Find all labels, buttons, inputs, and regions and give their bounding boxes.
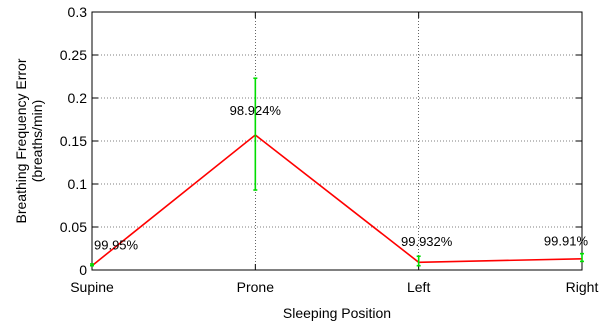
error-bar — [580, 252, 584, 263]
y-tick-label: 0.25 — [60, 47, 87, 63]
y-axis-title: Breathing Frequency Error (breaths/min) — [13, 58, 45, 223]
y-tick-label: 0.2 — [68, 90, 88, 106]
y-tick-label: 0.15 — [60, 133, 87, 149]
x-tick-label: Prone — [237, 279, 275, 295]
axis-ticks: 0 0.05 0.1 0.15 0.2 0.25 0.3 Supine Prone Left Rig… — [60, 4, 599, 295]
plot-area-frame — [91, 11, 583, 271]
error-bar — [90, 263, 94, 267]
series-line — [91, 133, 583, 267]
grid — [92, 12, 582, 270]
error-bar — [253, 77, 258, 191]
y-tick-label: 0 — [79, 262, 87, 278]
data-label: 99.95% — [94, 238, 139, 253]
y-tick-label: 0.3 — [68, 4, 88, 20]
x-tick-label: Left — [407, 279, 430, 295]
y-axis-title-line-2: (breaths/min) — [29, 100, 45, 182]
error-bar — [416, 255, 421, 267]
x-axis-title: Sleeping Position — [283, 305, 391, 321]
data-label: 98.924% — [230, 103, 282, 118]
series — [90, 77, 584, 267]
data-label: 99.91% — [544, 234, 589, 249]
x-tick-label: Right — [566, 279, 599, 295]
y-tick-label: 0.1 — [68, 176, 88, 192]
x-tick-label: Supine — [70, 279, 114, 295]
y-axis-title-line-1: Breathing Frequency Error — [13, 58, 29, 223]
y-tick-label: 0.05 — [60, 219, 87, 235]
data-labels: 99.95% 98.924% 99.932% 99.91% — [94, 103, 588, 253]
data-label: 99.932% — [401, 234, 453, 249]
